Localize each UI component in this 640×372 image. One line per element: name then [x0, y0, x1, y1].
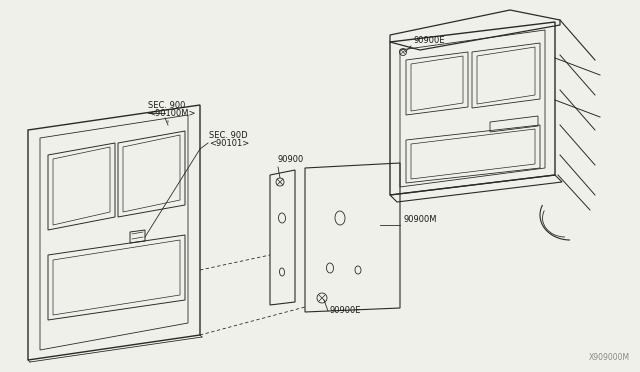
- Text: 90900E: 90900E: [413, 36, 445, 45]
- Text: 90900: 90900: [278, 155, 304, 164]
- Text: 90900M: 90900M: [403, 215, 436, 224]
- Text: X909000M: X909000M: [589, 353, 630, 362]
- Text: 90900E: 90900E: [330, 306, 362, 315]
- Text: <90101>: <90101>: [209, 139, 249, 148]
- Text: SEC. 90D: SEC. 90D: [209, 131, 248, 140]
- Text: <90100M>: <90100M>: [148, 109, 195, 118]
- Text: SEC. 900: SEC. 900: [148, 101, 186, 110]
